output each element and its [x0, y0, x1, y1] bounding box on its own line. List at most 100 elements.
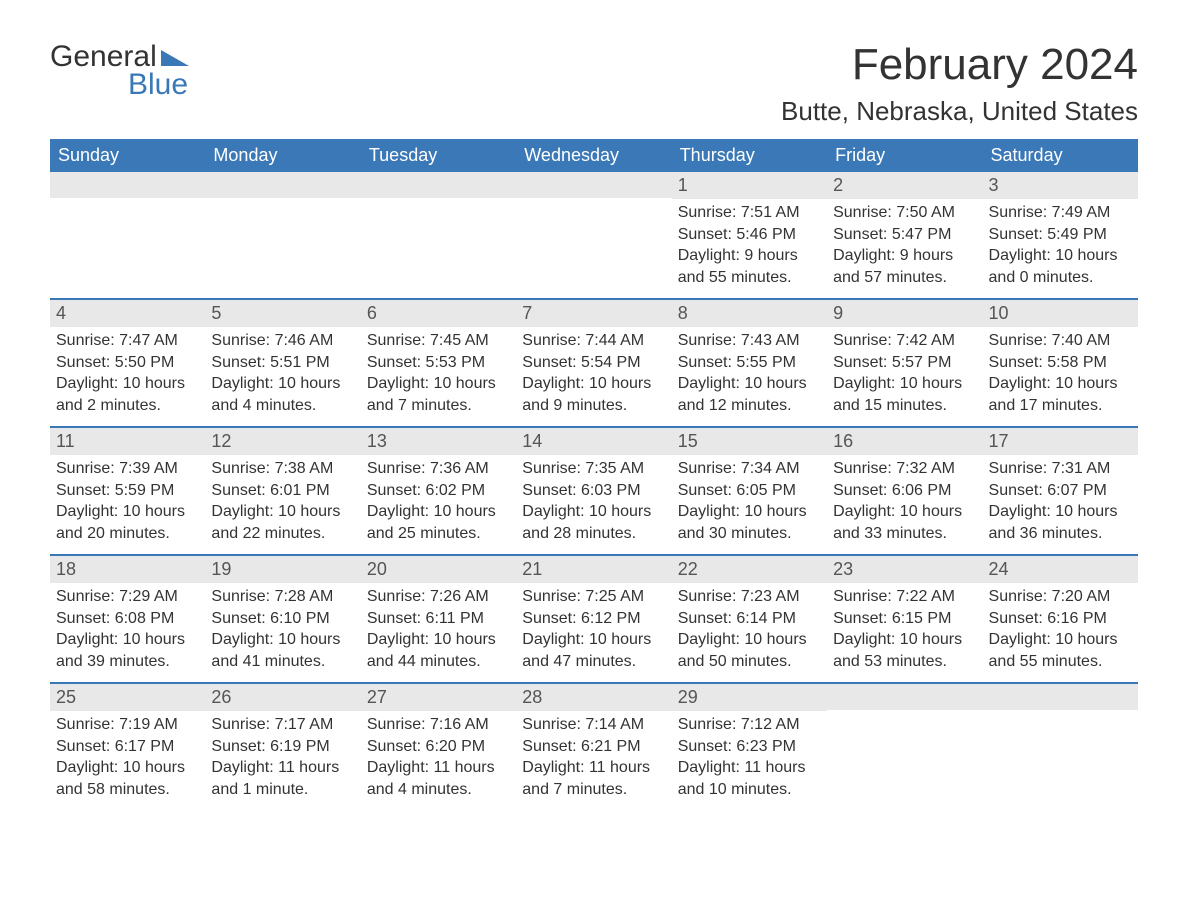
calendar-cell [50, 172, 205, 298]
sunrise-text: Sunrise: 7:12 AM [678, 714, 821, 736]
daylight-text: Daylight: 10 hours and 58 minutes. [56, 757, 199, 800]
daylight-text: Daylight: 10 hours and 33 minutes. [833, 501, 976, 544]
calendar-cell [205, 172, 360, 298]
day-body [50, 198, 205, 209]
day-number: 5 [205, 300, 360, 327]
sunrise-text: Sunrise: 7:29 AM [56, 586, 199, 608]
day-number: 3 [983, 172, 1138, 199]
sunset-text: Sunset: 6:01 PM [211, 480, 354, 502]
day-number: 28 [516, 684, 671, 711]
day-body: Sunrise: 7:36 AMSunset: 6:02 PMDaylight:… [361, 455, 516, 552]
sunset-text: Sunset: 6:16 PM [989, 608, 1132, 630]
calendar: Sunday Monday Tuesday Wednesday Thursday… [50, 139, 1138, 810]
sunrise-text: Sunrise: 7:35 AM [522, 458, 665, 480]
calendar-cell: 18Sunrise: 7:29 AMSunset: 6:08 PMDayligh… [50, 556, 205, 682]
calendar-cell: 19Sunrise: 7:28 AMSunset: 6:10 PMDayligh… [205, 556, 360, 682]
day-body [516, 198, 671, 209]
calendar-cell [983, 684, 1138, 810]
calendar-cell [827, 684, 982, 810]
sunset-text: Sunset: 6:15 PM [833, 608, 976, 630]
day-body: Sunrise: 7:42 AMSunset: 5:57 PMDaylight:… [827, 327, 982, 424]
day-body: Sunrise: 7:25 AMSunset: 6:12 PMDaylight:… [516, 583, 671, 680]
title-block: February 2024 Butte, Nebraska, United St… [781, 40, 1138, 127]
week-row: 1Sunrise: 7:51 AMSunset: 5:46 PMDaylight… [50, 172, 1138, 298]
day-body: Sunrise: 7:28 AMSunset: 6:10 PMDaylight:… [205, 583, 360, 680]
day-number: 23 [827, 556, 982, 583]
day-body: Sunrise: 7:39 AMSunset: 5:59 PMDaylight:… [50, 455, 205, 552]
daylight-text: Daylight: 10 hours and 39 minutes. [56, 629, 199, 672]
day-number: 6 [361, 300, 516, 327]
day-number: 4 [50, 300, 205, 327]
daylight-text: Daylight: 11 hours and 4 minutes. [367, 757, 510, 800]
sunrise-text: Sunrise: 7:31 AM [989, 458, 1132, 480]
daylight-text: Daylight: 10 hours and 28 minutes. [522, 501, 665, 544]
day-body: Sunrise: 7:26 AMSunset: 6:11 PMDaylight:… [361, 583, 516, 680]
daylight-text: Daylight: 11 hours and 7 minutes. [522, 757, 665, 800]
weekday-wednesday: Wednesday [516, 139, 671, 172]
day-number: 24 [983, 556, 1138, 583]
calendar-cell: 29Sunrise: 7:12 AMSunset: 6:23 PMDayligh… [672, 684, 827, 810]
sunrise-text: Sunrise: 7:50 AM [833, 202, 976, 224]
header: General Blue February 2024 Butte, Nebras… [50, 40, 1138, 127]
calendar-cell: 1Sunrise: 7:51 AMSunset: 5:46 PMDaylight… [672, 172, 827, 298]
sunset-text: Sunset: 6:03 PM [522, 480, 665, 502]
day-body: Sunrise: 7:50 AMSunset: 5:47 PMDaylight:… [827, 199, 982, 296]
sunset-text: Sunset: 5:53 PM [367, 352, 510, 374]
sunrise-text: Sunrise: 7:45 AM [367, 330, 510, 352]
calendar-cell: 5Sunrise: 7:46 AMSunset: 5:51 PMDaylight… [205, 300, 360, 426]
day-number [361, 172, 516, 198]
day-number: 7 [516, 300, 671, 327]
sunset-text: Sunset: 5:51 PM [211, 352, 354, 374]
day-number: 20 [361, 556, 516, 583]
daylight-text: Daylight: 10 hours and 41 minutes. [211, 629, 354, 672]
sunrise-text: Sunrise: 7:26 AM [367, 586, 510, 608]
calendar-cell: 25Sunrise: 7:19 AMSunset: 6:17 PMDayligh… [50, 684, 205, 810]
day-number: 9 [827, 300, 982, 327]
sunset-text: Sunset: 5:46 PM [678, 224, 821, 246]
daylight-text: Daylight: 10 hours and 22 minutes. [211, 501, 354, 544]
day-body: Sunrise: 7:34 AMSunset: 6:05 PMDaylight:… [672, 455, 827, 552]
calendar-cell: 15Sunrise: 7:34 AMSunset: 6:05 PMDayligh… [672, 428, 827, 554]
sunrise-text: Sunrise: 7:25 AM [522, 586, 665, 608]
sunrise-text: Sunrise: 7:51 AM [678, 202, 821, 224]
day-number: 17 [983, 428, 1138, 455]
daylight-text: Daylight: 10 hours and 12 minutes. [678, 373, 821, 416]
sunrise-text: Sunrise: 7:16 AM [367, 714, 510, 736]
day-body: Sunrise: 7:19 AMSunset: 6:17 PMDaylight:… [50, 711, 205, 808]
calendar-cell: 20Sunrise: 7:26 AMSunset: 6:11 PMDayligh… [361, 556, 516, 682]
day-body [827, 710, 982, 721]
calendar-cell: 16Sunrise: 7:32 AMSunset: 6:06 PMDayligh… [827, 428, 982, 554]
daylight-text: Daylight: 10 hours and 30 minutes. [678, 501, 821, 544]
day-number: 26 [205, 684, 360, 711]
week-row: 18Sunrise: 7:29 AMSunset: 6:08 PMDayligh… [50, 554, 1138, 682]
sunset-text: Sunset: 6:12 PM [522, 608, 665, 630]
day-body: Sunrise: 7:16 AMSunset: 6:20 PMDaylight:… [361, 711, 516, 808]
sunrise-text: Sunrise: 7:36 AM [367, 458, 510, 480]
day-number: 15 [672, 428, 827, 455]
daylight-text: Daylight: 10 hours and 7 minutes. [367, 373, 510, 416]
month-title: February 2024 [781, 40, 1138, 90]
sunrise-text: Sunrise: 7:19 AM [56, 714, 199, 736]
daylight-text: Daylight: 9 hours and 55 minutes. [678, 245, 821, 288]
day-number [827, 684, 982, 710]
sunrise-text: Sunrise: 7:46 AM [211, 330, 354, 352]
weekday-monday: Monday [205, 139, 360, 172]
sunset-text: Sunset: 6:10 PM [211, 608, 354, 630]
logo: General Blue [50, 40, 189, 102]
sunset-text: Sunset: 6:21 PM [522, 736, 665, 758]
calendar-cell: 21Sunrise: 7:25 AMSunset: 6:12 PMDayligh… [516, 556, 671, 682]
sunset-text: Sunset: 5:58 PM [989, 352, 1132, 374]
day-number: 11 [50, 428, 205, 455]
sunrise-text: Sunrise: 7:43 AM [678, 330, 821, 352]
calendar-cell: 3Sunrise: 7:49 AMSunset: 5:49 PMDaylight… [983, 172, 1138, 298]
sunrise-text: Sunrise: 7:38 AM [211, 458, 354, 480]
calendar-cell: 17Sunrise: 7:31 AMSunset: 6:07 PMDayligh… [983, 428, 1138, 554]
weekday-sunday: Sunday [50, 139, 205, 172]
calendar-cell: 13Sunrise: 7:36 AMSunset: 6:02 PMDayligh… [361, 428, 516, 554]
daylight-text: Daylight: 10 hours and 9 minutes. [522, 373, 665, 416]
daylight-text: Daylight: 10 hours and 47 minutes. [522, 629, 665, 672]
sunrise-text: Sunrise: 7:44 AM [522, 330, 665, 352]
daylight-text: Daylight: 11 hours and 10 minutes. [678, 757, 821, 800]
day-body: Sunrise: 7:49 AMSunset: 5:49 PMDaylight:… [983, 199, 1138, 296]
day-number: 22 [672, 556, 827, 583]
